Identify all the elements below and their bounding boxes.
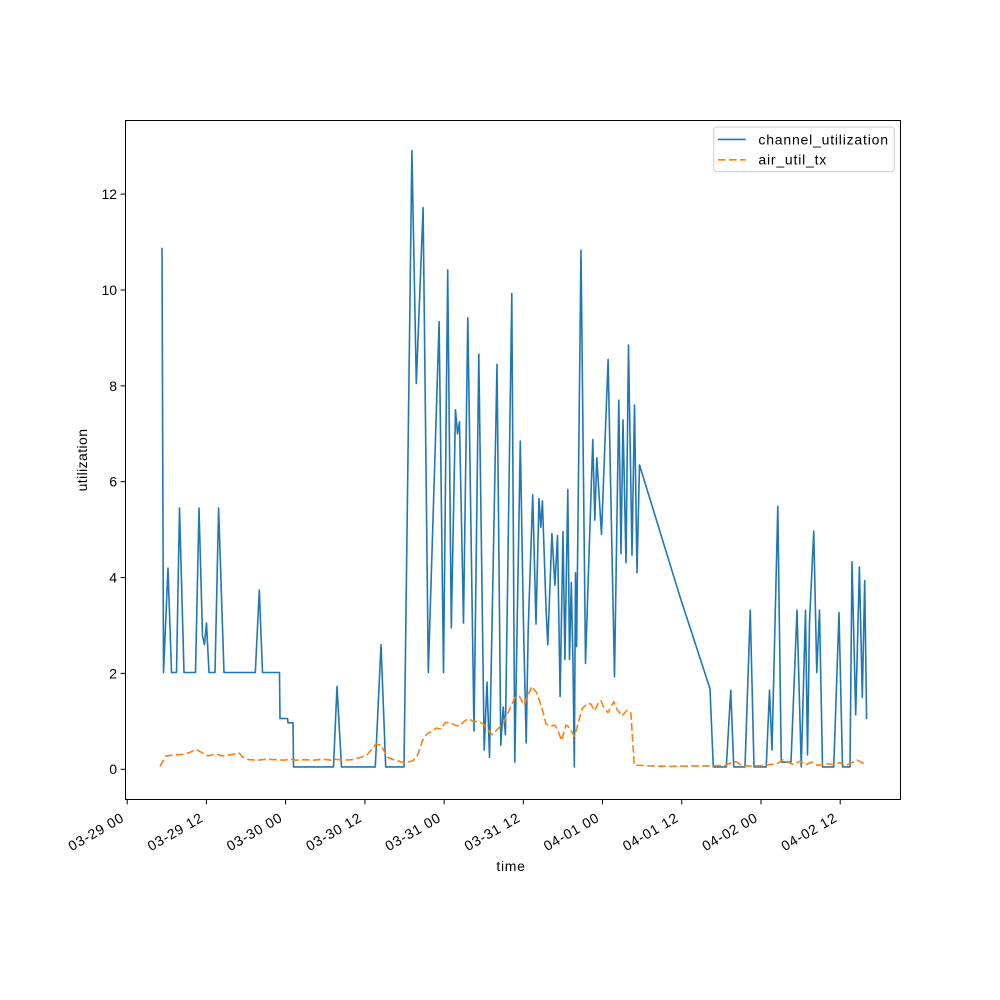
svg-text:8: 8 xyxy=(109,378,117,394)
svg-text:air_util_tx: air_util_tx xyxy=(758,152,827,168)
svg-text:6: 6 xyxy=(109,474,117,490)
svg-text:10: 10 xyxy=(102,282,118,298)
svg-text:time: time xyxy=(496,858,525,874)
svg-text:4: 4 xyxy=(109,570,117,586)
svg-text:12: 12 xyxy=(102,186,118,202)
svg-text:2: 2 xyxy=(109,665,117,681)
svg-text:channel_utilization: channel_utilization xyxy=(758,131,888,147)
svg-text:0: 0 xyxy=(109,761,117,777)
svg-text:utilization: utilization xyxy=(74,429,90,492)
